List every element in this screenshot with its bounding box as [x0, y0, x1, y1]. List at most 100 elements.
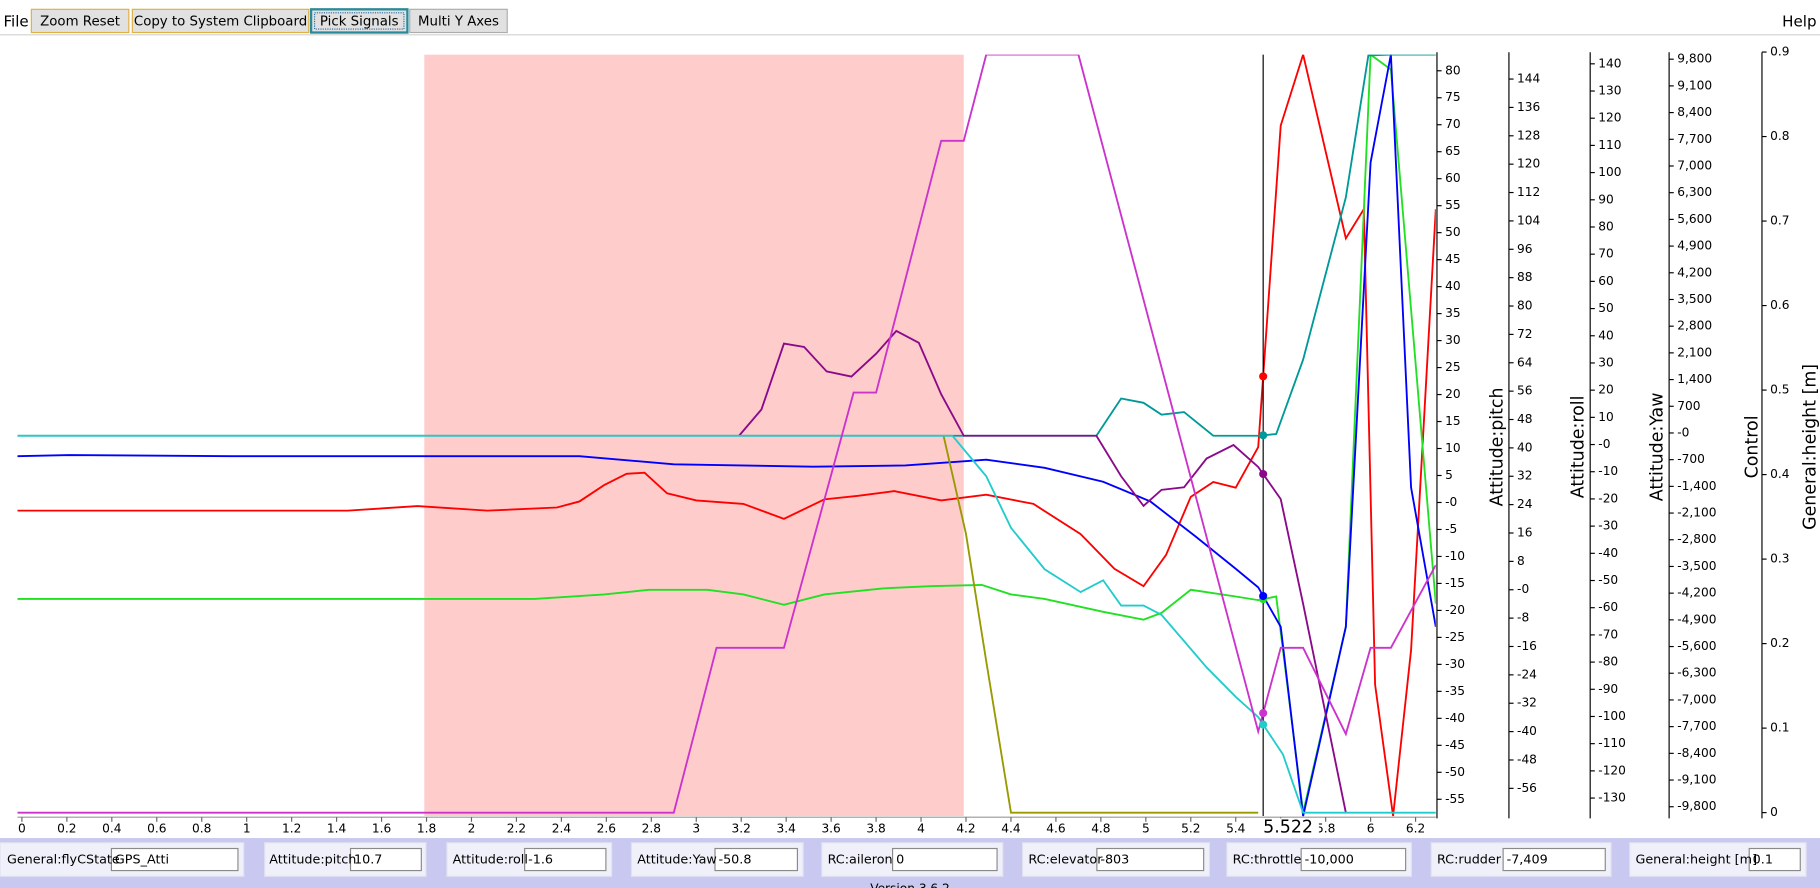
field-label: RC:throttle: [1233, 853, 1302, 868]
y-tick-label: -8,400: [1677, 746, 1716, 760]
y-tick-label: 700: [1677, 399, 1700, 413]
button-label[interactable]: Copy to System Clipboard: [134, 14, 307, 29]
field-box[interactable]: [1748, 847, 1801, 872]
axis-title: Attitude:roll: [1569, 396, 1589, 499]
y-tick-label: 0.7: [1770, 214, 1789, 228]
y-tick-label: 0.6: [1770, 298, 1789, 312]
y-tick-label: -700: [1677, 452, 1705, 466]
y-tick-label: 4,900: [1677, 239, 1712, 253]
y-tick-label: -55: [1445, 792, 1465, 806]
x-tick-label: 4.2: [956, 821, 975, 835]
y-tick-label: -100: [1598, 709, 1626, 723]
field-value: -10,000: [1305, 853, 1354, 868]
field-value: -7,409: [1507, 853, 1548, 868]
field-value: -803: [1100, 853, 1129, 868]
status-field: RC:throttle -10,000: [1226, 842, 1413, 877]
y-tick-label: -110: [1598, 736, 1626, 750]
y-tick-label: 9,100: [1677, 78, 1712, 92]
x-tick-label: 5.2: [1181, 821, 1200, 835]
y-tick-label: -25: [1445, 630, 1465, 644]
axis-title: Attitude:Yaw: [1648, 393, 1668, 502]
x-tick-label: 6.2: [1406, 821, 1425, 835]
x-tick-label: 4.4: [1001, 821, 1021, 835]
field-label: RC:aileron: [828, 853, 893, 868]
x-tick-label: 0.8: [192, 821, 211, 835]
y-tick-label: 80: [1445, 63, 1461, 77]
y-tick-label: -0: [1445, 495, 1457, 509]
toolbar-button[interactable]: Multi Y Axes: [409, 8, 508, 34]
y-tick-label: 5,600: [1677, 212, 1712, 226]
y-tick-label: -90: [1598, 682, 1618, 696]
status-field: Attitude:Yaw -50.8: [630, 842, 804, 877]
y-tick-label: 64: [1517, 355, 1533, 369]
field-value: 0.1: [1753, 853, 1773, 868]
x-tick-label: 0.2: [57, 821, 76, 835]
x-tick-label: 1.6: [372, 821, 391, 835]
toolbar-button[interactable]: Zoom Reset: [30, 8, 130, 34]
field-box[interactable]: [714, 847, 798, 872]
menu-help[interactable]: Help: [1782, 13, 1816, 31]
field-box[interactable]: [1502, 847, 1606, 872]
x-tick-label: 3.2: [732, 821, 751, 835]
y-tick-label: -120: [1598, 763, 1626, 777]
field-box[interactable]: [1096, 847, 1205, 872]
y-tick-label: -0: [1598, 437, 1610, 451]
field-box[interactable]: [349, 847, 422, 872]
field-box[interactable]: [110, 847, 239, 872]
field-label: Attitude:roll: [453, 853, 528, 868]
y-tick-label: 80: [1598, 219, 1614, 233]
field-box[interactable]: [892, 847, 998, 872]
x-tick-label: 4.8: [1091, 821, 1110, 835]
y-tick-label: 75: [1445, 90, 1461, 104]
y-tick-label: -0: [1517, 582, 1529, 596]
x-tick-label: 2.4: [552, 821, 572, 835]
y-tick-label: 56: [1517, 384, 1533, 398]
plot-area: [17, 54, 1436, 817]
y-tick-label: -50: [1445, 765, 1465, 779]
y-tick-label: 0.8: [1770, 129, 1789, 143]
y-tick-label: -9,100: [1677, 773, 1716, 787]
y-tick-label: 50: [1598, 301, 1614, 315]
cursor-label: 5.522: [1263, 818, 1313, 838]
y-tick-label: 4,200: [1677, 265, 1712, 279]
button-label[interactable]: Zoom Reset: [40, 14, 120, 29]
x-tick-label: 2.2: [507, 821, 526, 835]
field-box[interactable]: [524, 847, 607, 872]
button-face: [30, 8, 130, 34]
y-tick-label: 110: [1598, 138, 1621, 152]
y-tick-label: 1,400: [1677, 372, 1712, 386]
button-label[interactable]: Multi Y Axes: [418, 14, 499, 29]
cursor-dot: [1259, 709, 1268, 718]
y-tick-label: 65: [1445, 144, 1461, 158]
y-tick-label: 90: [1598, 192, 1614, 206]
y-tick-label: -56: [1517, 781, 1537, 795]
series-line: [17, 54, 1436, 437]
cursor-dot: [1259, 591, 1268, 601]
toolbar-button[interactable]: Pick Signals: [309, 8, 409, 34]
y-tick-label: -6,300: [1677, 666, 1716, 680]
y-tick-label: -48: [1517, 752, 1537, 766]
y-tick-label: 40: [1517, 440, 1533, 454]
y-tick-label: -15: [1445, 576, 1465, 590]
y-tick-label: 112: [1517, 185, 1540, 199]
button-label[interactable]: Pick Signals: [320, 14, 399, 29]
cursor-dot: [1259, 720, 1268, 729]
y-tick-label: -16: [1517, 639, 1537, 653]
menu-file[interactable]: File: [3, 13, 28, 31]
y-tick-label: 35: [1445, 306, 1461, 320]
field-box[interactable]: [1300, 847, 1407, 872]
y-tick-label: -1,400: [1677, 479, 1716, 493]
status-field: RC:aileron 0: [821, 842, 1004, 877]
cursor-dot: [1259, 431, 1268, 440]
y-tick-label: 10: [1598, 410, 1614, 424]
y-tick-label: 45: [1445, 252, 1461, 266]
y-tick-label: 7,700: [1677, 132, 1712, 146]
y-tick-label: 0.9: [1770, 45, 1789, 59]
y-tick-label: -50: [1598, 573, 1618, 587]
button-face: [309, 8, 409, 34]
x-tick-label: 1: [243, 821, 251, 835]
button-focus: [313, 12, 405, 30]
toolbar-button[interactable]: Copy to System Clipboard: [131, 8, 310, 34]
button-face: [131, 8, 310, 34]
